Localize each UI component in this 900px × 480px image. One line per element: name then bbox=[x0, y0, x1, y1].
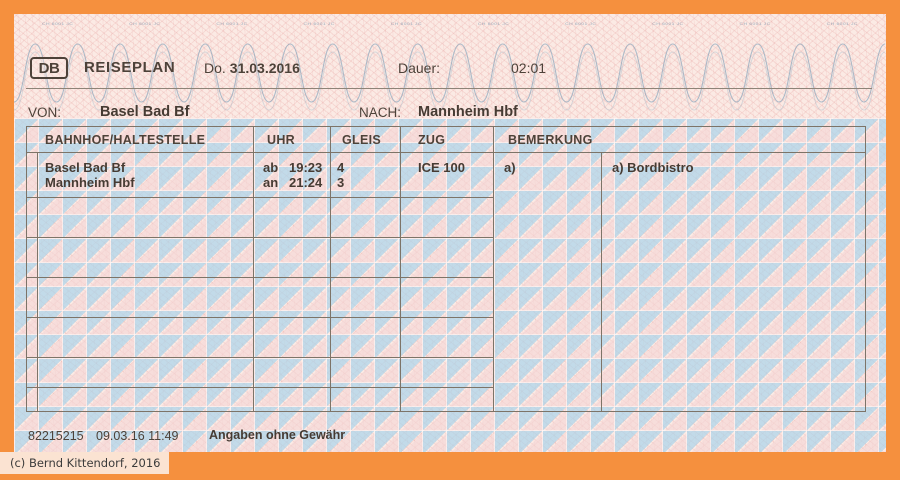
table-row-station: Basel Bad Bf bbox=[45, 160, 126, 175]
page-title: REISEPLAN bbox=[84, 59, 176, 76]
travel-date: Do. 31.03.2016 bbox=[204, 60, 300, 76]
table-row-time: 19:23 bbox=[289, 160, 323, 175]
column-divider-remark bbox=[493, 127, 494, 411]
column-divider-remark-detail bbox=[601, 153, 602, 411]
travel-date-weekday: Do. bbox=[204, 60, 226, 76]
destination-station: Mannheim Hbf bbox=[418, 104, 518, 120]
table-row-remark-ref: a) bbox=[504, 160, 516, 175]
origin-station: Basel Bad Bf bbox=[100, 104, 190, 120]
table-row-station: Mannheim Hbf bbox=[45, 175, 135, 190]
column-divider-train bbox=[400, 127, 401, 411]
origin-label: VON: bbox=[28, 105, 62, 120]
row-divider bbox=[27, 237, 493, 238]
disclaimer-text: Angaben ohne Gewähr bbox=[209, 428, 346, 442]
table-row-platform: 3 bbox=[337, 175, 345, 190]
row-divider bbox=[27, 387, 493, 388]
table-row-time: 21:24 bbox=[289, 175, 323, 190]
row-divider bbox=[27, 197, 493, 198]
print-timestamp: 09.03.16 11:49 bbox=[96, 429, 179, 443]
row-divider bbox=[27, 357, 493, 358]
column-divider-platform bbox=[330, 127, 331, 411]
itinerary-table: BAHNHOF/HALTESTELLE UHR GLEIS ZUG BEMERK… bbox=[26, 126, 866, 412]
duration-value: 02:01 bbox=[511, 60, 547, 76]
column-divider-time bbox=[253, 127, 254, 411]
row-divider bbox=[27, 277, 493, 278]
table-header-row: BAHNHOF/HALTESTELLE UHR GLEIS ZUG BEMERK… bbox=[27, 127, 865, 153]
column-header-train: ZUG bbox=[418, 133, 446, 147]
travel-date-value: 31.03.2016 bbox=[229, 60, 300, 76]
table-row-platform: 4 bbox=[337, 160, 345, 175]
column-header-time: UHR bbox=[267, 133, 295, 147]
column-header-station: BAHNHOF/HALTESTELLE bbox=[45, 133, 206, 147]
column-header-remark: BEMERKUNG bbox=[508, 133, 593, 147]
column-divider-station bbox=[37, 153, 38, 411]
duration-label: Dauer: bbox=[398, 60, 441, 76]
table-row-train: ICE 100 bbox=[418, 160, 465, 175]
reiseplan-ticket: CH 6001 JC CH 6001 JC CH 6001 JC CH 6001… bbox=[14, 14, 886, 452]
db-logo-icon: DB bbox=[30, 57, 68, 79]
destination-label: NACH: bbox=[359, 105, 402, 120]
row-divider bbox=[27, 317, 493, 318]
table-row-time-prefix: ab bbox=[263, 160, 279, 175]
table-row-time-prefix: an bbox=[263, 175, 279, 190]
copyright-caption: (c) Bernd Kittendorf, 2016 bbox=[0, 452, 169, 474]
reference-number: 82215215 bbox=[28, 429, 84, 443]
column-header-platform: GLEIS bbox=[342, 133, 382, 147]
header-divider bbox=[26, 88, 872, 89]
remark-note: a) Bordbistro bbox=[612, 160, 694, 175]
